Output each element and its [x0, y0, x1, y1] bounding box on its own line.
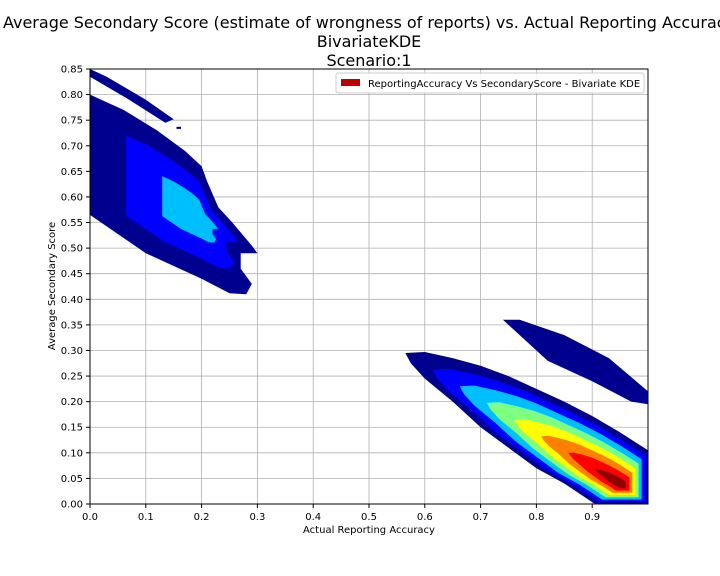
- x-tick-label: 0.4: [305, 512, 321, 523]
- density-region-lower-right-main-band: [405, 352, 648, 504]
- x-tick-label: 0.7: [473, 512, 489, 523]
- x-tick-label: 0.5: [361, 512, 377, 523]
- y-axis-ticks: 0.00 0.05 0.10 0.15 0.20 0.25 0.30 0.35 0.40 0.45…: [61, 65, 90, 511]
- title-line: Scenario:1: [326, 51, 411, 70]
- y-tick-label: 0.80: [61, 90, 83, 101]
- density-region-upper-left-main-blob: [90, 94, 258, 295]
- y-tick-label: 0.00: [61, 500, 83, 511]
- title-line: Average Secondary Score (estimate of wro…: [3, 13, 720, 32]
- y-axis-label: Average Secondary Score: [47, 222, 58, 350]
- x-tick-label: 0.9: [584, 512, 600, 523]
- x-tick-label: 0.3: [249, 512, 265, 523]
- y-tick-label: 0.35: [61, 320, 83, 331]
- y-tick-label: 0.40: [61, 295, 83, 306]
- x-tick-label: 0.0: [82, 512, 98, 523]
- y-tick-label: 0.30: [61, 346, 83, 357]
- y-tick-label: 0.45: [61, 269, 83, 280]
- x-tick-label: 0.1: [138, 512, 154, 523]
- density-level: [502, 319, 648, 405]
- legend-box: [335, 72, 645, 94]
- x-tick-label: 0.8: [528, 512, 544, 523]
- density-region-upper-left-small-strip: [90, 69, 174, 123]
- y-tick-label: 0.25: [61, 372, 83, 383]
- legend-label: ReportingAccuracy Vs SecondaryScore - Bi…: [368, 79, 640, 90]
- density-regions: [90, 69, 648, 504]
- y-tick-label: 0.60: [61, 192, 83, 203]
- x-tick-label: 0.6: [417, 512, 433, 523]
- legend: ReportingAccuracy Vs SecondaryScore - Bi…: [335, 72, 645, 94]
- y-tick-label: 0.70: [61, 141, 83, 152]
- density-level: [595, 469, 626, 489]
- x-axis-ticks: 0.0 0.1 0.2 0.3 0.4 0.5 0.6 0.7 0.8 0.9: [82, 504, 600, 523]
- density-level: [162, 176, 218, 243]
- y-tick-label: 0.85: [61, 65, 83, 76]
- density-level: [176, 126, 181, 129]
- y-tick-label: 0.50: [61, 244, 83, 255]
- legend-swatch: [341, 79, 360, 86]
- y-tick-label: 0.05: [61, 474, 83, 485]
- density-level: [90, 69, 174, 123]
- density-region-upper-left-speck: [176, 126, 181, 129]
- y-tick-label: 0.55: [61, 218, 83, 229]
- y-tick-label: 0.10: [61, 448, 83, 459]
- density-region-lower-right-upper-band: [502, 319, 648, 405]
- chart-title: Average Secondary Score (estimate of wro…: [3, 13, 720, 70]
- y-tick-label: 0.75: [61, 116, 83, 127]
- x-tick-label: 0.2: [194, 512, 210, 523]
- y-tick-label: 0.65: [61, 167, 83, 178]
- y-tick-label: 0.20: [61, 397, 83, 408]
- x-axis-label: Actual Reporting Accuracy: [303, 525, 435, 536]
- y-tick-label: 0.15: [61, 423, 83, 434]
- title-line: BivariateKDE: [317, 32, 422, 51]
